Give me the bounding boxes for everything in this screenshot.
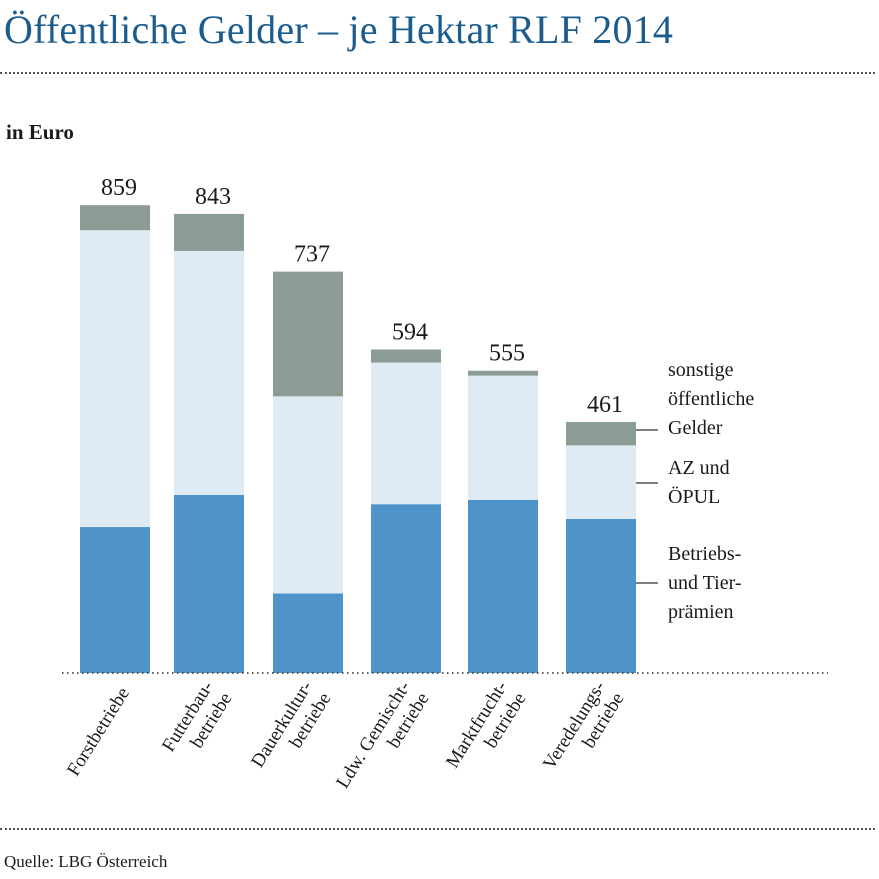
bar-group — [80, 205, 150, 673]
legend-label-line: Betriebs- — [668, 543, 741, 565]
source-note: Quelle: LBG Österreich — [4, 852, 168, 871]
bar-group — [371, 349, 441, 673]
total-label: 859 — [101, 175, 137, 201]
bar-group — [273, 271, 343, 673]
bar-segment — [371, 362, 441, 505]
bar-segment — [566, 445, 636, 519]
category-label-line: Forstbetriebe — [63, 684, 134, 780]
legend-label-line: Gelder — [668, 417, 723, 439]
total-label: 461 — [587, 392, 623, 418]
legend-label: AZ und ÖPUL — [668, 457, 730, 508]
bar-segment — [174, 213, 244, 251]
bottom-divider — [0, 828, 875, 830]
bar-segment — [174, 494, 244, 673]
bar-segment — [468, 499, 538, 673]
legend-label: sonstige öffentliche Gelder — [668, 359, 754, 439]
bar-segment — [80, 205, 150, 231]
bar-segment — [273, 271, 343, 397]
bar-segment — [273, 396, 343, 594]
bar-group — [174, 213, 244, 673]
legend-label-line: öffentliche — [668, 388, 754, 410]
total-label: 594 — [392, 320, 428, 346]
legend-label-line: prämien — [668, 601, 734, 623]
bar-segment — [80, 230, 150, 528]
unit-label: in Euro — [6, 120, 74, 144]
chart-title: Öffentliche Gelder – je Hektar RLF 2014 — [4, 7, 674, 52]
category-label: Forstbetriebe — [63, 684, 134, 780]
bar-segment — [174, 250, 244, 495]
legend-label: Betriebs-und Tier-prämien — [668, 543, 742, 623]
category-label: Futterbau-betriebe — [158, 677, 236, 767]
bar-segment — [80, 527, 150, 673]
legend-label-line: sonstige — [668, 359, 734, 381]
bar-group — [566, 421, 636, 673]
bar-segment — [468, 375, 538, 500]
total-labels-layer: 859 843 737 594 555 461 — [101, 175, 623, 418]
legend-label-line: ÖPUL — [668, 485, 720, 508]
category-label: Dauerkultur-betriebe — [247, 677, 335, 783]
category-label: Marktfrucht-betriebe — [442, 677, 530, 783]
total-label: 843 — [195, 184, 231, 210]
category-label: Ldw. Gemischt-betriebe — [332, 677, 433, 803]
category-labels-layer: Forstbetriebe Futterbau-betriebe Dauerkult… — [63, 677, 629, 803]
legend: sonstige öffentliche Gelder AZ und ÖPUL Betri… — [636, 359, 754, 623]
total-label: 737 — [294, 242, 330, 268]
bars-layer — [80, 205, 636, 673]
bar-segment — [566, 421, 636, 446]
category-label: Veredelungs-betriebe — [539, 677, 629, 785]
top-divider — [0, 72, 875, 74]
bar-segment — [371, 504, 441, 673]
bar-segment — [273, 593, 343, 673]
bar-segment — [566, 518, 636, 673]
legend-label-line: AZ und — [668, 457, 730, 479]
total-label: 555 — [489, 341, 525, 367]
legend-label-line: und Tier- — [668, 572, 742, 594]
bar-segment — [468, 370, 538, 376]
bar-segment — [371, 349, 441, 363]
bar-group — [468, 370, 538, 673]
